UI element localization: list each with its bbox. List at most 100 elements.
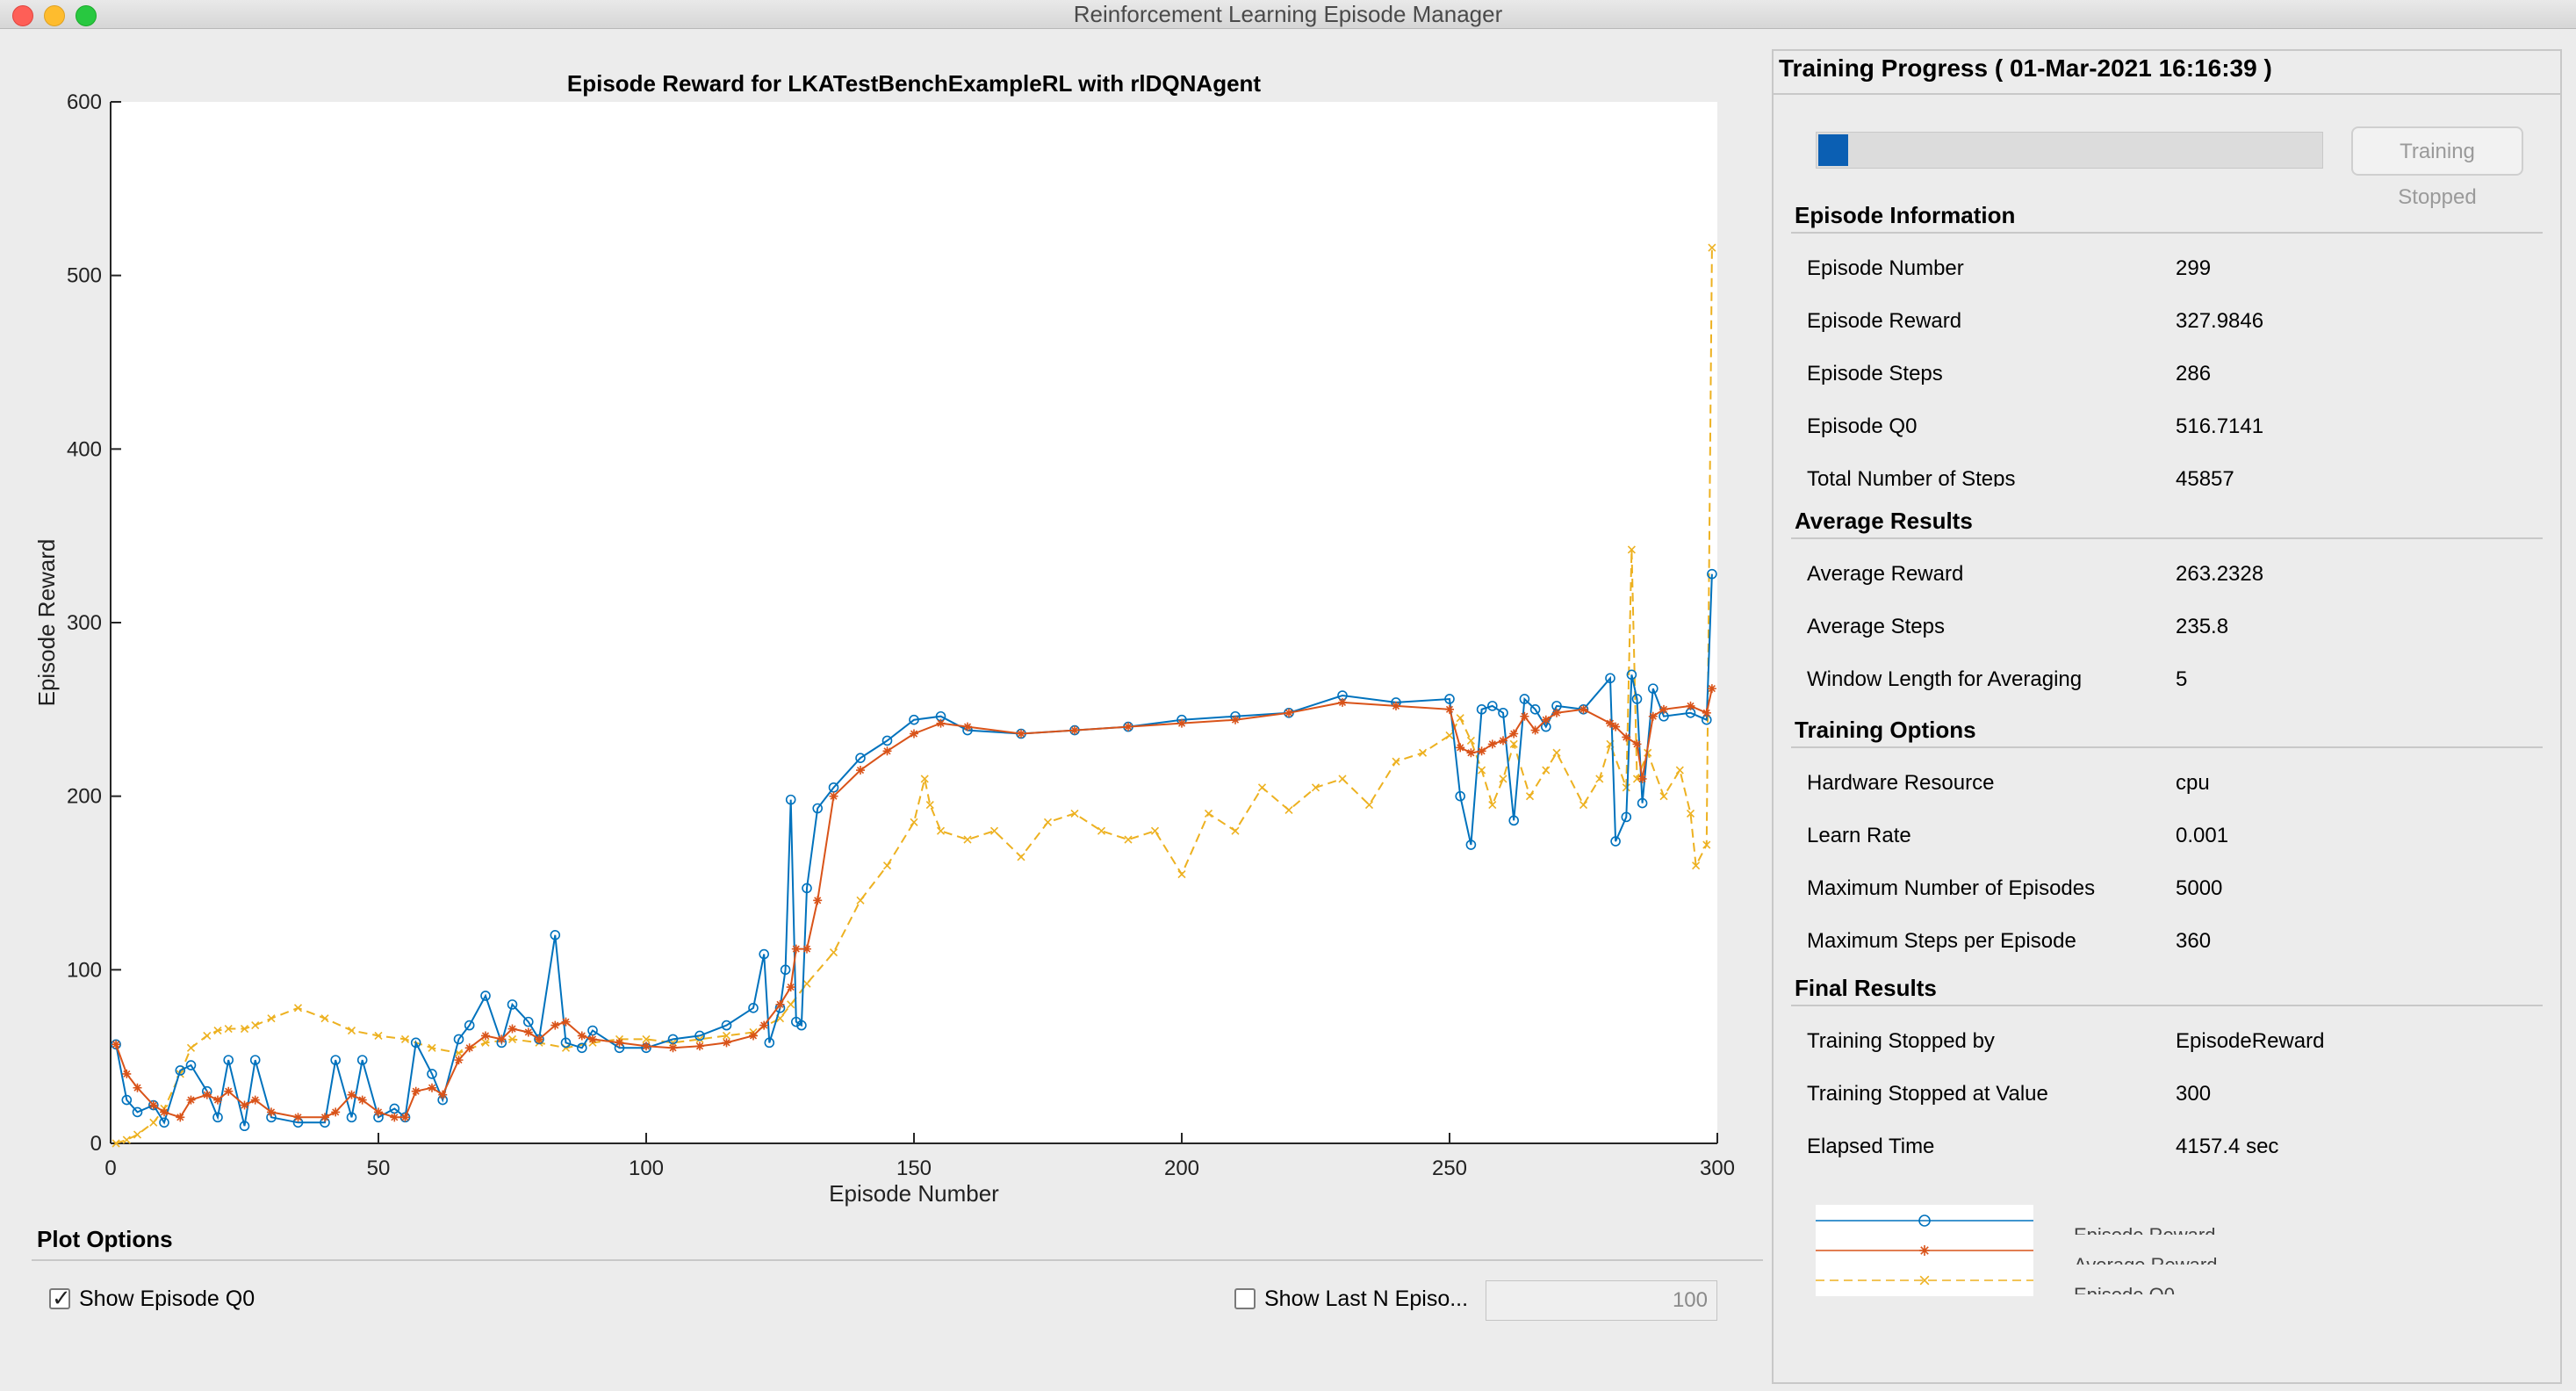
episode-q0-point xyxy=(1622,783,1630,792)
average-reward-point xyxy=(1466,748,1476,758)
episode-reward-point xyxy=(802,883,812,894)
average-reward-point xyxy=(1622,732,1631,742)
episode-reward-point xyxy=(356,1055,368,1065)
x-tick-label: 300 xyxy=(1700,1157,1735,1180)
section-divider xyxy=(1791,746,2543,748)
episode-q0-point xyxy=(1595,775,1604,783)
section-divider xyxy=(1791,1005,2543,1006)
chart-axes: 0 50 100 150 200 250 300 0 100 200 300 400 500 600 xyxy=(67,90,1735,1180)
average-reward-point xyxy=(668,1043,678,1053)
episode-reward-point xyxy=(1519,694,1530,704)
episode-reward-point xyxy=(796,1020,807,1031)
episode-q0-point xyxy=(1284,805,1293,815)
episode-reward-point xyxy=(330,1055,342,1065)
legend-marker xyxy=(1919,1245,1930,1256)
episode-q0-point xyxy=(963,835,972,844)
episode-reward-point xyxy=(1605,673,1615,684)
episode-q0-point xyxy=(1659,792,1668,801)
stopped-at-value-value: 300 xyxy=(2176,1082,2212,1106)
episode-reward-point xyxy=(748,1003,759,1013)
episode-q0-point xyxy=(1509,739,1518,748)
x-tick-label: 250 xyxy=(1432,1157,1467,1180)
episode-q0-point xyxy=(642,1034,651,1043)
episode-reward-point xyxy=(1631,694,1643,704)
episode-reward-point xyxy=(1529,704,1541,715)
average-reward-point xyxy=(133,1083,142,1092)
episode-reward-point xyxy=(175,1065,186,1076)
episode-q0-point xyxy=(829,948,838,957)
episode-q0-point xyxy=(1257,783,1267,792)
average-reward-point xyxy=(347,1090,356,1099)
elapsed-time-value: 4157.4 sec xyxy=(2176,1135,2279,1158)
y-tick-label: 400 xyxy=(67,437,102,461)
average-reward-point xyxy=(856,766,865,775)
episode-q0-point xyxy=(267,1014,276,1023)
episode-q0-point xyxy=(133,1130,142,1139)
max-steps-label: Maximum Steps per Episode xyxy=(1807,929,2076,953)
episode-q0-point xyxy=(347,1026,356,1035)
max-episodes-value: 5000 xyxy=(2176,876,2223,900)
episode-reward-point xyxy=(1707,568,1717,580)
episode-reward-point xyxy=(550,930,561,941)
legend-marker xyxy=(1919,1275,1930,1286)
legend-label-episode-reward: Episode Reward xyxy=(2074,1224,2215,1235)
average-reward-point xyxy=(267,1107,276,1117)
elapsed-time-label: Elapsed Time xyxy=(1807,1135,1935,1158)
episode-reward-point xyxy=(1465,840,1477,850)
episode-q0-point xyxy=(1552,748,1561,757)
average-reward-point xyxy=(411,1086,421,1096)
average-reward-point xyxy=(112,1040,121,1049)
average-reward-point xyxy=(829,791,838,801)
average-reward-point xyxy=(1648,711,1658,721)
average-reward-point xyxy=(1477,746,1486,756)
average-reward-point xyxy=(1456,743,1465,753)
average-reward-point xyxy=(615,1038,624,1048)
average-reward-point xyxy=(936,718,946,728)
episode-q0-point xyxy=(1445,731,1454,740)
episode-reward-label: Episode Reward xyxy=(1807,309,1962,333)
x-tick-label: 150 xyxy=(896,1157,932,1180)
episode-q0-point xyxy=(1708,243,1716,252)
x-tick-label: 100 xyxy=(629,1157,664,1180)
zoom-window-button[interactable] xyxy=(76,5,97,26)
average-reward-point xyxy=(550,1020,560,1030)
episode-q0-point xyxy=(428,1043,436,1052)
average-reward-point xyxy=(1530,725,1540,735)
episode-reward-point xyxy=(132,1106,143,1118)
episode-q0-point xyxy=(1692,861,1701,870)
average-reward-point xyxy=(535,1034,543,1044)
average-reward-point xyxy=(1499,736,1507,746)
y-tick-label: 600 xyxy=(67,90,102,114)
episode-q0-line xyxy=(115,247,1713,1144)
legend-label-average-reward: Average Reward xyxy=(2074,1254,2217,1265)
average-reward-point xyxy=(813,896,823,905)
plot-options-divider xyxy=(32,1259,1763,1261)
training-stopped-button[interactable]: Training Stopped xyxy=(2351,126,2523,209)
stopped-by-value: EpisodeReward xyxy=(2176,1029,2325,1053)
episode-reward-point xyxy=(1621,811,1632,823)
legend-label-episode-q0: Episode Q0 xyxy=(2074,1284,2175,1294)
stopped-by-label: Training Stopped by xyxy=(1807,1029,1995,1053)
episode-q0-point xyxy=(1124,835,1133,844)
episode-reward-point xyxy=(1444,694,1455,704)
episode-q0-point xyxy=(1627,545,1636,554)
average-reward-point xyxy=(759,1020,769,1030)
episode-q0-point xyxy=(1499,775,1507,783)
close-window-button[interactable] xyxy=(12,5,33,26)
episode-q0-point xyxy=(936,826,946,835)
episode-reward-point xyxy=(239,1121,250,1132)
episode-reward-point xyxy=(1455,790,1465,802)
average-reward-point xyxy=(910,729,918,739)
average-reward-point xyxy=(1509,729,1519,739)
checkmark-icon: ✓ xyxy=(52,1285,71,1311)
x-tick-label: 0 xyxy=(104,1157,116,1180)
title-bar: Reinforcement Learning Episode Manager xyxy=(0,0,2576,29)
show-last-n-episodes-checkbox[interactable] xyxy=(1234,1288,1256,1309)
show-episode-q0-checkbox[interactable]: ✓ xyxy=(49,1285,71,1311)
last-n-episodes-input[interactable]: 100 xyxy=(1486,1280,1717,1321)
minimize-window-button[interactable] xyxy=(44,5,65,26)
average-reward-point xyxy=(1017,729,1025,739)
average-reward-point xyxy=(176,1113,185,1122)
episode-reward-point xyxy=(480,991,491,1001)
y-tick-label: 100 xyxy=(67,958,102,982)
